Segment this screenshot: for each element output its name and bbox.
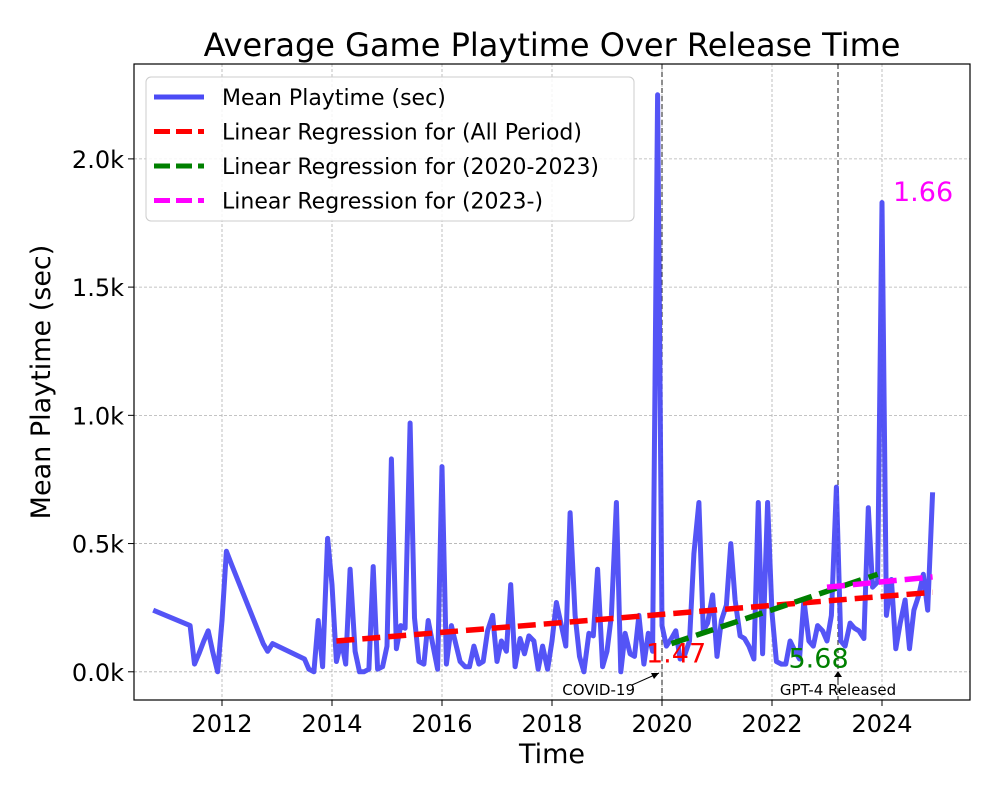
y-tick-label: 0.0k [72, 659, 124, 687]
chart-title: Average Game Playtime Over Release Time [204, 26, 901, 64]
y-tick-label: 1.5k [72, 274, 124, 302]
legend-box [145, 76, 635, 222]
slope-label: 1.47 [646, 638, 706, 669]
event-arrowhead [834, 671, 842, 677]
x-tick-label: 2014 [301, 710, 362, 738]
regression-line-3 [826, 574, 933, 590]
x-tick-label: 2020 [631, 710, 692, 738]
x-axis-label: Time [518, 739, 585, 770]
y-axis-label: Mean Playtime (sec) [26, 245, 57, 520]
legend-label: Mean Playtime (sec) [222, 86, 446, 111]
legend-label: Linear Regression for (2020-2023) [222, 155, 599, 180]
x-tick-label: 2022 [741, 710, 802, 738]
y-tick-label: 1.0k [72, 402, 124, 430]
legend-label: Linear Regression for (2023-) [222, 190, 543, 215]
regression-line-1 [336, 589, 933, 644]
plot-frame [133, 63, 971, 701]
event-arrowhead [651, 673, 659, 679]
axis-ticks: 2012 2014 2016 2018 2020 2022 2024 0.0k 0.5k 1.0k… [72, 146, 913, 738]
x-tick-label: 2018 [521, 710, 582, 738]
slope-label: 5.68 [789, 644, 849, 675]
event-label: GPT-4 Released [780, 681, 896, 699]
x-tick-label: 2024 [851, 710, 912, 738]
slope-labels: 1.47 5.68 1.66 [646, 177, 953, 675]
legend: Mean Playtime (sec) Linear Regression for… [145, 76, 635, 222]
legend-label: Linear Regression for (All Period) [222, 121, 582, 146]
x-tick-label: 2012 [191, 710, 252, 738]
series-mean-playtime-line [152, 92, 936, 675]
x-tick-label: 2016 [411, 710, 472, 738]
y-tick-label: 2.0k [72, 146, 124, 174]
series-lines [152, 92, 936, 675]
y-tick-label: 0.5k [72, 531, 124, 559]
slope-label: 1.66 [893, 177, 953, 208]
event-label: COVID-19 [562, 681, 635, 699]
regression-line-2 [670, 571, 879, 647]
